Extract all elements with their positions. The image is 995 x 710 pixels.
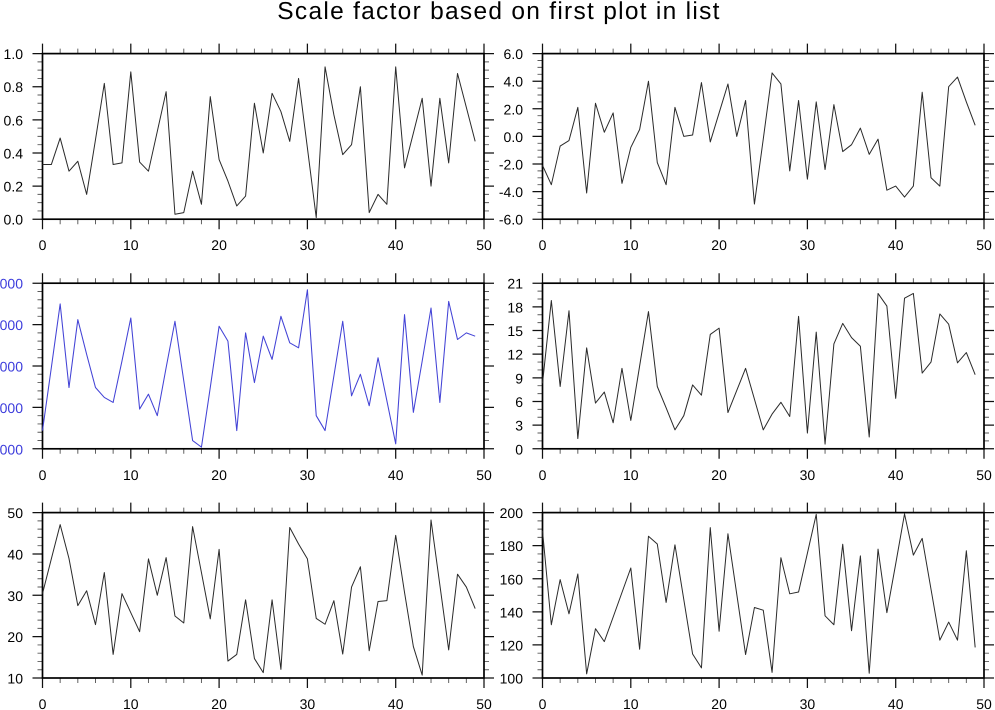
svg-text:30: 30 [800,467,816,483]
svg-text:9: 9 [515,370,523,386]
svg-text:50: 50 [976,237,992,253]
svg-text:18: 18 [507,299,523,315]
svg-text:0: 0 [39,696,47,710]
svg-text:0.0: 0.0 [504,129,524,145]
svg-text:50: 50 [976,467,992,483]
svg-text:-4.0: -4.0 [499,184,523,200]
svg-text:6: 6 [515,394,523,410]
svg-text:21: 21 [507,276,523,292]
svg-text:0: 0 [539,467,547,483]
svg-text:30: 30 [300,696,316,710]
svg-text:0: 0 [539,696,547,710]
svg-text:10: 10 [623,237,639,253]
svg-text:12: 12 [507,347,523,363]
svg-text:25000: 25000 [0,276,23,292]
svg-text:100: 100 [500,671,524,687]
svg-text:10000: 10000 [0,400,23,416]
svg-text:50: 50 [976,696,992,710]
svg-text:160: 160 [500,571,524,587]
svg-text:30: 30 [7,588,23,604]
svg-text:20: 20 [711,467,727,483]
svg-text:15: 15 [507,323,523,339]
svg-text:50: 50 [476,467,492,483]
svg-text:20: 20 [711,237,727,253]
svg-text:10: 10 [123,467,139,483]
svg-text:200: 200 [500,505,524,521]
svg-text:0.4: 0.4 [4,145,24,161]
svg-text:40: 40 [888,696,904,710]
svg-text:30: 30 [800,696,816,710]
svg-text:0: 0 [39,237,47,253]
svg-text:2.0: 2.0 [504,101,524,117]
svg-text:40: 40 [7,546,23,562]
svg-text:30: 30 [300,467,316,483]
svg-text:20: 20 [211,237,227,253]
svg-text:10: 10 [7,671,23,687]
svg-text:30: 30 [300,237,316,253]
svg-text:140: 140 [500,604,524,620]
svg-text:30: 30 [800,237,816,253]
svg-text:50: 50 [7,505,23,521]
svg-text:20: 20 [7,629,23,645]
svg-text:20: 20 [711,696,727,710]
svg-text:10: 10 [623,467,639,483]
svg-text:0.0: 0.0 [4,212,24,228]
svg-text:4.0: 4.0 [504,74,524,90]
svg-text:0: 0 [515,441,523,457]
svg-text:3: 3 [515,418,523,434]
svg-text:40: 40 [888,467,904,483]
svg-text:10: 10 [123,237,139,253]
svg-text:50: 50 [476,237,492,253]
svg-text:10: 10 [123,696,139,710]
svg-text:Scale factor based on first pl: Scale factor based on first plot in list [277,0,720,25]
svg-text:40: 40 [388,467,404,483]
svg-text:50: 50 [476,696,492,710]
svg-text:180: 180 [500,538,524,554]
svg-text:0.8: 0.8 [4,79,24,95]
svg-text:40: 40 [388,696,404,710]
svg-text:0.6: 0.6 [4,112,24,128]
svg-text:6.0: 6.0 [504,46,524,62]
svg-text:-6.0: -6.0 [499,212,523,228]
svg-text:120: 120 [500,637,524,653]
svg-text:20000: 20000 [0,317,23,333]
svg-text:20: 20 [211,467,227,483]
svg-text:20: 20 [211,696,227,710]
svg-text:40: 40 [888,237,904,253]
svg-text:0: 0 [39,467,47,483]
svg-text:10: 10 [623,696,639,710]
svg-text:-2.0: -2.0 [499,157,523,173]
svg-text:0: 0 [539,237,547,253]
svg-text:1.0: 1.0 [4,46,24,62]
svg-text:15000: 15000 [0,359,23,375]
svg-text:0.2: 0.2 [4,179,24,195]
svg-text:40: 40 [388,237,404,253]
